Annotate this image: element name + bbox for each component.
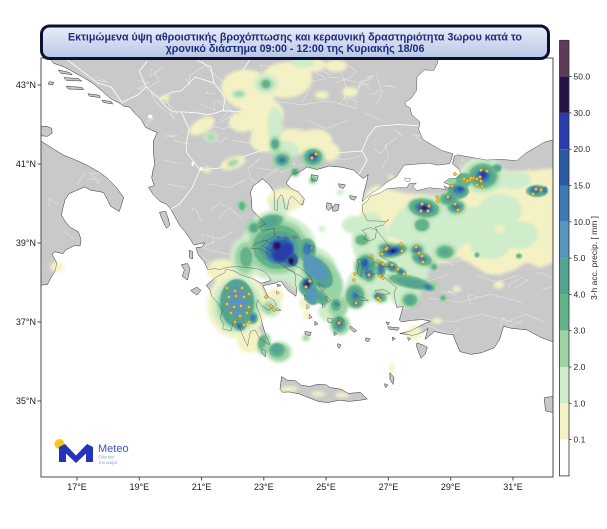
- svg-text:3.0: 3.0: [574, 326, 586, 336]
- svg-text:39°N: 39°N: [16, 238, 36, 248]
- svg-text:2.0: 2.0: [574, 362, 586, 372]
- svg-text:5.0: 5.0: [574, 253, 586, 263]
- svg-text:23°E: 23°E: [254, 482, 274, 492]
- svg-text:17°E: 17°E: [67, 482, 87, 492]
- svg-text:0.1: 0.1: [574, 435, 586, 445]
- svg-text:29°E: 29°E: [441, 482, 461, 492]
- svg-text:20.0: 20.0: [574, 144, 591, 154]
- svg-text:31°E: 31°E: [503, 482, 523, 492]
- svg-text:3-h acc. precip. [ mm ]: 3-h acc. precip. [ mm ]: [589, 216, 599, 300]
- svg-text:15.0: 15.0: [574, 181, 591, 191]
- svg-text:21°E: 21°E: [192, 482, 212, 492]
- svg-text:19°E: 19°E: [129, 482, 149, 492]
- svg-text:43°N: 43°N: [16, 80, 36, 90]
- svg-text:τον καιρό: τον καιρό: [99, 459, 118, 465]
- svg-text:41°N: 41°N: [16, 159, 36, 169]
- svg-text:27°E: 27°E: [379, 482, 399, 492]
- svg-text:χρονικό διάστημα 09:00 - 12:00: χρονικό διάστημα 09:00 - 12:00 της Κυρια…: [166, 43, 425, 55]
- svg-text:25°E: 25°E: [316, 482, 336, 492]
- svg-text:35°N: 35°N: [16, 396, 36, 406]
- svg-text:Όλα για: Όλα για: [98, 455, 115, 460]
- svg-text:4.0: 4.0: [574, 289, 586, 299]
- svg-text:30.0: 30.0: [574, 108, 591, 118]
- svg-text:Meteo: Meteo: [98, 443, 129, 455]
- svg-text:50.0: 50.0: [574, 72, 591, 82]
- svg-text:10.0: 10.0: [574, 217, 591, 227]
- svg-text:Εκτιμώμενα ύψη αθροιστικής βρο: Εκτιμώμενα ύψη αθροιστικής βροχόπτωσης κ…: [68, 32, 522, 44]
- svg-text:37°N: 37°N: [16, 317, 36, 327]
- svg-text:1.0: 1.0: [574, 398, 586, 408]
